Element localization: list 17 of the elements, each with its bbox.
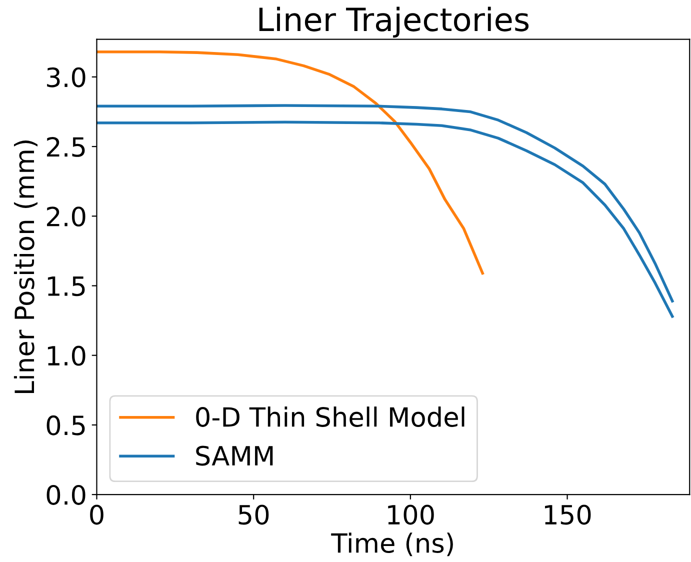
y-tick-label: 1.0 bbox=[48, 346, 86, 366]
chart-title: Liner Trajectories bbox=[259, 6, 529, 38]
x-tick-label: 0 bbox=[90, 504, 104, 525]
x-tick-label: 150 bbox=[544, 504, 591, 525]
x-axis-title: Time (ns) bbox=[331, 532, 453, 556]
y-tick-label: 0.5 bbox=[46, 415, 85, 436]
y-tick-label: 2.0 bbox=[46, 206, 86, 227]
legend-label: 0-D Thin Shell Model bbox=[196, 406, 464, 427]
y-tick-label: 1.5 bbox=[48, 276, 85, 296]
y-tick-label: 2.5 bbox=[46, 136, 85, 157]
y-tick-label: 3.0 bbox=[47, 67, 86, 88]
legend-label: SAMM bbox=[196, 446, 273, 466]
x-tick-label: 100 bbox=[388, 504, 434, 525]
y-tick-label: 0.0 bbox=[46, 485, 86, 505]
x-tick-label: 50 bbox=[238, 504, 269, 525]
y-axis-title: Liner Position (mm) bbox=[14, 140, 38, 394]
line-series bbox=[96, 50, 484, 275]
